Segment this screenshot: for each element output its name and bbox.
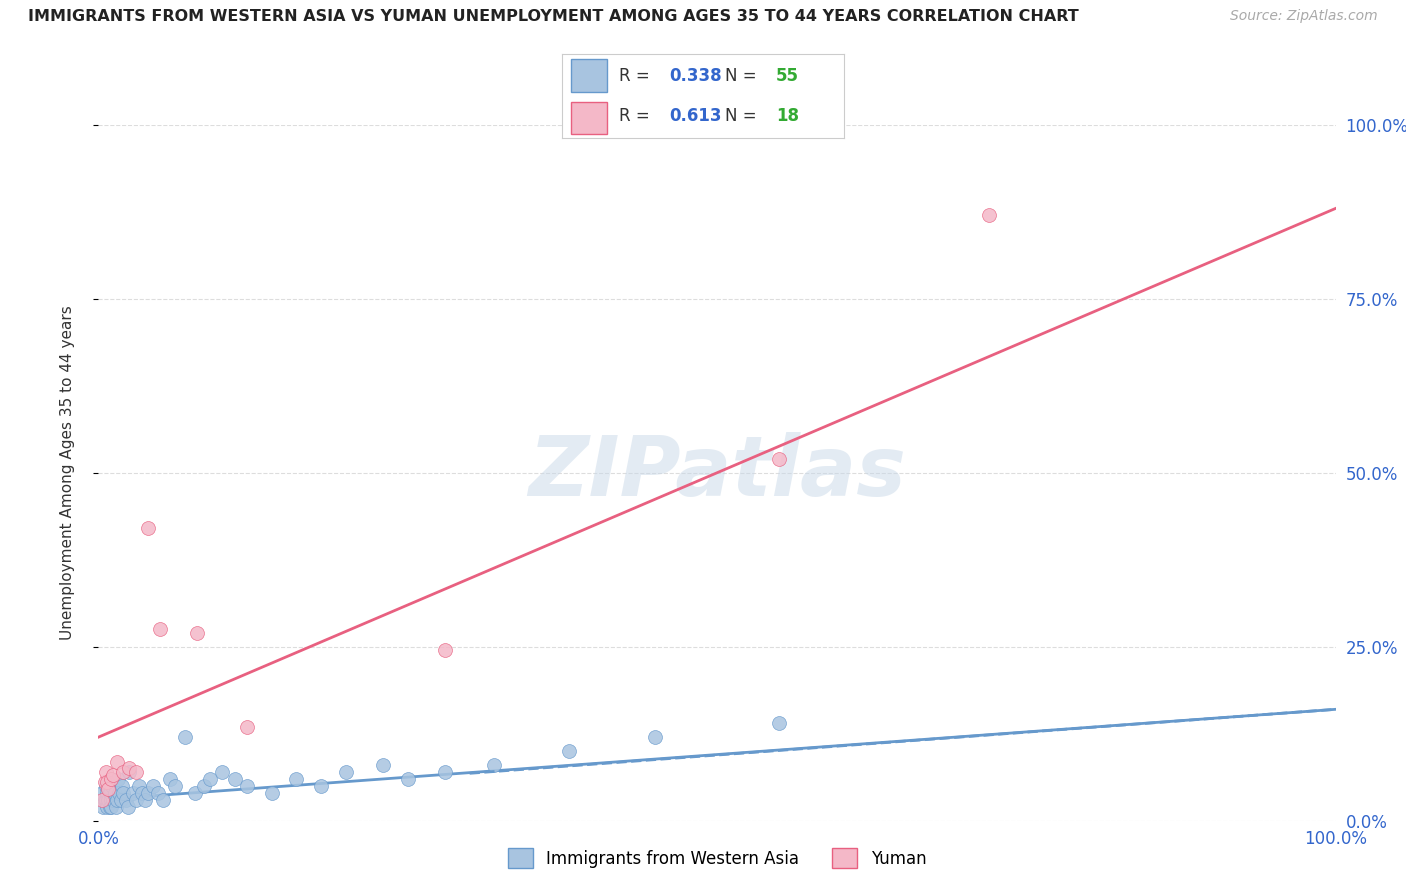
Point: [193, 779, 215, 793]
Point: [236, 779, 259, 793]
Point: [174, 730, 197, 744]
Point: [433, 643, 456, 657]
Point: [309, 779, 332, 793]
Point: [103, 768, 125, 782]
Point: [124, 764, 146, 779]
Point: [285, 772, 308, 786]
Point: [97, 793, 120, 807]
Point: [104, 799, 127, 814]
Text: N =: N =: [725, 107, 762, 125]
Text: IMMIGRANTS FROM WESTERN ASIA VS YUMAN UNEMPLOYMENT AMONG AGES 35 TO 44 YEARS COR: IMMIGRANTS FROM WESTERN ASIA VS YUMAN UN…: [28, 9, 1078, 24]
Text: 18: 18: [776, 107, 799, 125]
Point: [186, 625, 208, 640]
Point: [101, 779, 124, 793]
Point: [236, 720, 259, 734]
Point: [114, 793, 136, 807]
Point: [91, 786, 114, 800]
Point: [484, 758, 506, 772]
Point: [768, 451, 790, 466]
Point: [100, 799, 122, 814]
Point: [165, 779, 187, 793]
Point: [110, 793, 132, 807]
Point: [112, 764, 135, 779]
Point: [93, 775, 115, 789]
Point: [105, 755, 128, 769]
Point: [371, 758, 394, 772]
Point: [124, 793, 146, 807]
Point: [98, 799, 121, 814]
Point: [260, 786, 283, 800]
Point: [433, 764, 456, 779]
Point: [335, 764, 357, 779]
Point: [105, 793, 128, 807]
Point: [107, 772, 129, 786]
Point: [111, 779, 134, 793]
Point: [117, 799, 139, 814]
Point: [142, 779, 165, 793]
Point: [94, 793, 117, 807]
Point: [224, 772, 246, 786]
Point: [146, 786, 169, 800]
Point: [131, 786, 153, 800]
Point: [91, 793, 114, 807]
Point: [93, 799, 115, 814]
Point: [118, 761, 141, 775]
FancyBboxPatch shape: [571, 60, 607, 92]
Point: [768, 716, 790, 731]
Text: ZIPatlas: ZIPatlas: [529, 433, 905, 513]
Point: [94, 764, 117, 779]
Point: [98, 786, 121, 800]
Point: [93, 793, 115, 807]
Point: [198, 772, 221, 786]
Point: [134, 793, 156, 807]
Point: [136, 786, 159, 800]
Point: [103, 786, 125, 800]
Point: [96, 786, 118, 800]
Point: [128, 779, 150, 793]
Point: [396, 772, 419, 786]
Text: R =: R =: [619, 107, 655, 125]
Y-axis label: Unemployment Among Ages 35 to 44 years: Unemployment Among Ages 35 to 44 years: [60, 305, 75, 640]
Point: [94, 779, 117, 793]
Point: [100, 772, 122, 786]
Point: [97, 782, 120, 797]
Point: [211, 764, 233, 779]
Point: [112, 786, 135, 800]
Point: [100, 793, 122, 807]
Text: R =: R =: [619, 67, 655, 85]
Text: 0.613: 0.613: [669, 107, 721, 125]
Point: [97, 779, 120, 793]
Point: [108, 786, 131, 800]
Point: [644, 730, 666, 744]
Point: [149, 623, 172, 637]
Point: [979, 208, 1001, 222]
Text: Source: ZipAtlas.com: Source: ZipAtlas.com: [1230, 9, 1378, 23]
Text: 0.338: 0.338: [669, 67, 721, 85]
FancyBboxPatch shape: [571, 102, 607, 134]
Point: [122, 786, 145, 800]
Point: [159, 772, 181, 786]
Point: [103, 793, 125, 807]
Point: [184, 786, 207, 800]
Point: [557, 744, 579, 758]
Point: [96, 775, 118, 789]
Point: [152, 793, 174, 807]
Text: N =: N =: [725, 67, 762, 85]
Point: [136, 521, 159, 535]
Text: 55: 55: [776, 67, 799, 85]
Legend: Immigrants from Western Asia, Yuman: Immigrants from Western Asia, Yuman: [501, 841, 934, 875]
Point: [118, 764, 141, 779]
Point: [96, 799, 118, 814]
